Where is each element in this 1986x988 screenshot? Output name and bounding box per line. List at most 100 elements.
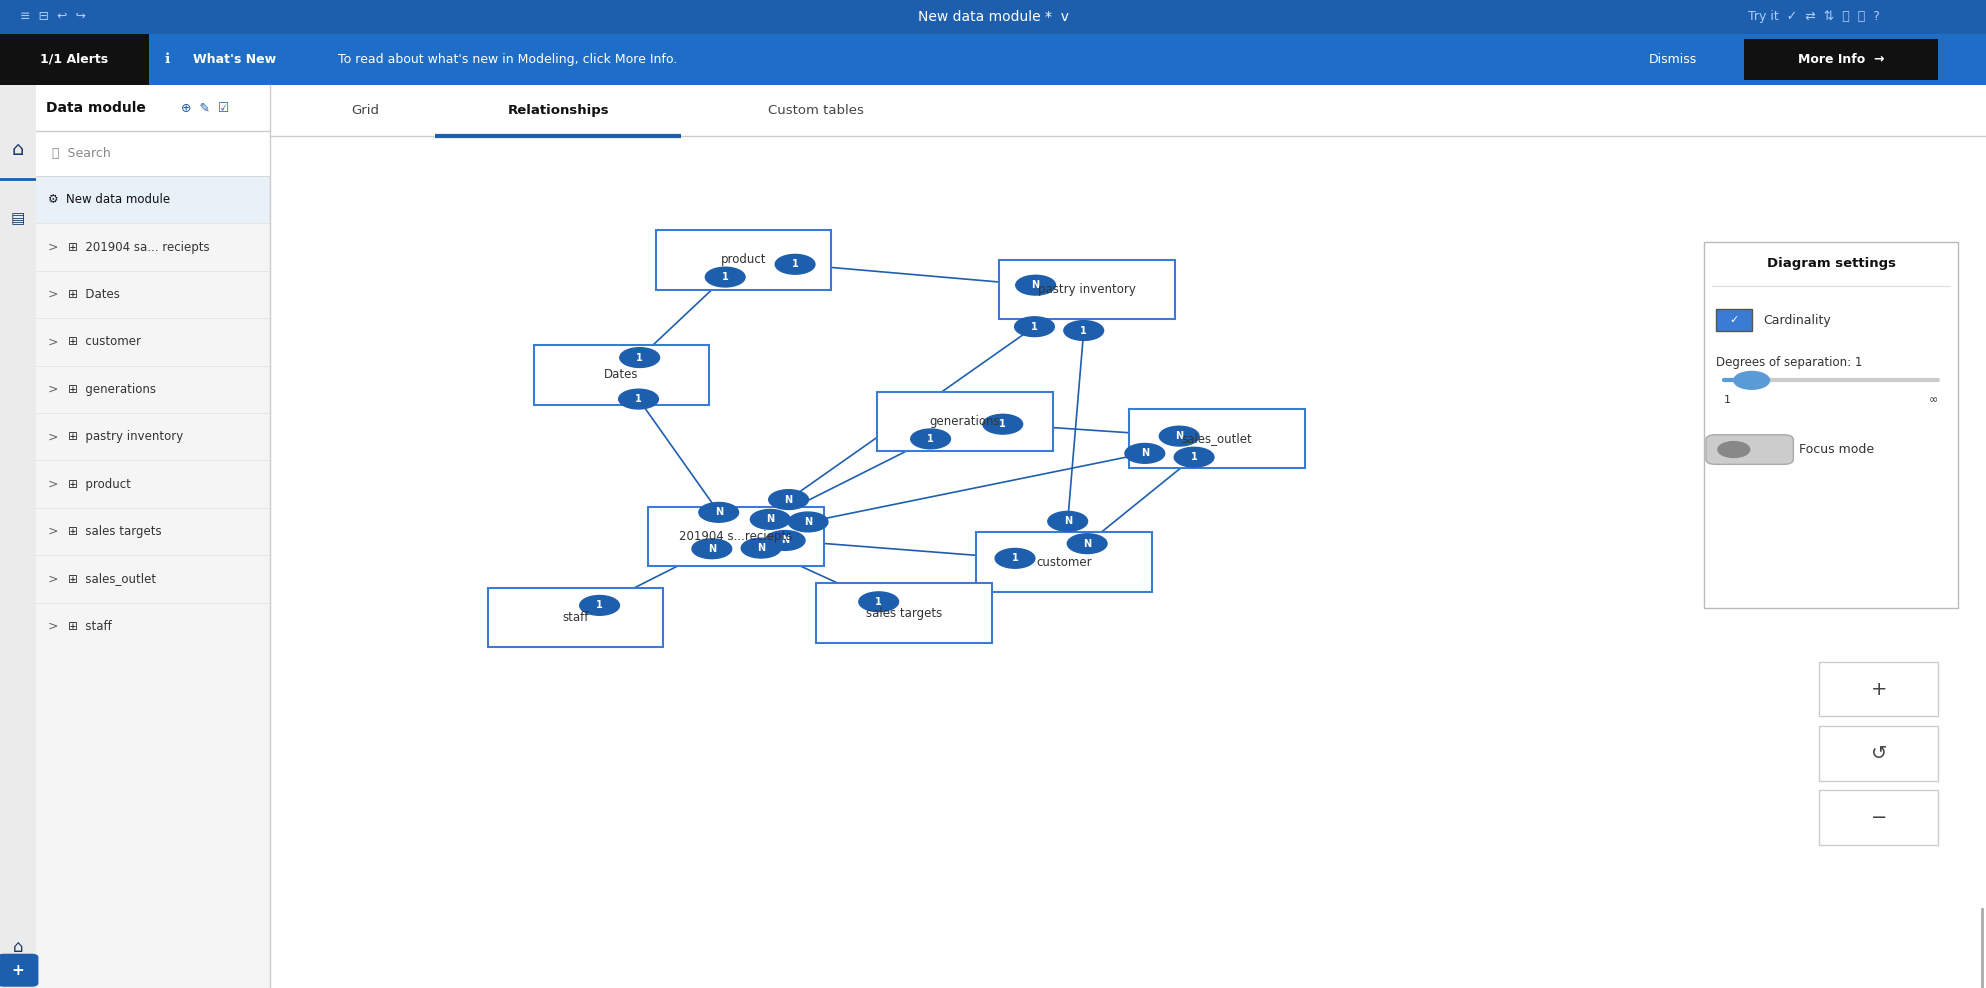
Text: N: N [780, 535, 788, 545]
Text: ⊕  ✎  ☑: ⊕ ✎ ☑ [181, 102, 228, 115]
Text: product: product [721, 253, 767, 267]
Circle shape [1174, 448, 1213, 467]
Circle shape [983, 414, 1023, 434]
Text: ⌂: ⌂ [12, 938, 24, 955]
Text: What's New: What's New [193, 52, 276, 66]
FancyBboxPatch shape [0, 0, 1986, 34]
FancyBboxPatch shape [149, 34, 1986, 85]
FancyBboxPatch shape [0, 929, 36, 988]
Text: −: − [1871, 808, 1887, 827]
FancyBboxPatch shape [0, 85, 36, 988]
Circle shape [691, 538, 731, 558]
FancyBboxPatch shape [270, 85, 1986, 136]
Circle shape [751, 510, 790, 530]
Circle shape [1015, 276, 1055, 295]
Text: N: N [1031, 281, 1041, 290]
Text: +: + [12, 962, 24, 978]
Circle shape [912, 429, 951, 449]
Text: 201904 s...reciepts: 201904 s...reciepts [679, 531, 792, 543]
Text: 1: 1 [721, 272, 729, 283]
Text: staff: staff [562, 611, 588, 624]
Circle shape [775, 255, 814, 275]
Text: N: N [1176, 431, 1184, 441]
Text: ⊞  sales_outlet: ⊞ sales_outlet [68, 572, 155, 586]
Circle shape [995, 548, 1035, 568]
Text: 1: 1 [999, 419, 1007, 429]
Text: ▤: ▤ [10, 210, 26, 226]
Text: 1: 1 [1011, 553, 1019, 563]
Text: 1: 1 [636, 394, 641, 404]
Text: ⊞  product: ⊞ product [68, 477, 131, 491]
Text: To read about what's new in Modeling, click More Info.: To read about what's new in Modeling, cl… [338, 52, 677, 66]
Text: ↺: ↺ [1871, 744, 1887, 763]
Text: >: > [48, 240, 58, 254]
Text: Dismiss: Dismiss [1648, 52, 1696, 66]
Text: ℹ: ℹ [165, 52, 171, 66]
Circle shape [580, 596, 620, 616]
Text: More Info  →: More Info → [1797, 52, 1885, 66]
Text: 🔍  Search: 🔍 Search [52, 147, 111, 160]
Text: N: N [1064, 517, 1072, 527]
Text: 1: 1 [636, 353, 643, 363]
Text: Try it  ✓  ⇄  ⇅  🔔  👤  ?: Try it ✓ ⇄ ⇅ 🔔 👤 ? [1748, 10, 1879, 24]
FancyBboxPatch shape [270, 85, 1986, 988]
Text: ⊞  sales targets: ⊞ sales targets [68, 525, 161, 538]
Text: N: N [715, 508, 723, 518]
Text: pastry inventory: pastry inventory [1039, 284, 1136, 296]
FancyBboxPatch shape [1716, 309, 1752, 331]
Text: sales_outlet: sales_outlet [1182, 432, 1253, 446]
Text: Degrees of separation: 1: Degrees of separation: 1 [1716, 356, 1863, 370]
Text: 1: 1 [596, 601, 604, 611]
Circle shape [769, 490, 808, 510]
FancyBboxPatch shape [999, 260, 1176, 319]
FancyBboxPatch shape [1819, 726, 1938, 781]
Text: ⊞  Dates: ⊞ Dates [68, 288, 119, 301]
FancyBboxPatch shape [878, 392, 1053, 452]
Text: >: > [48, 619, 58, 633]
Circle shape [620, 348, 659, 368]
FancyBboxPatch shape [0, 954, 38, 986]
Text: 1: 1 [1192, 453, 1198, 462]
Text: ⊞  staff: ⊞ staff [68, 619, 111, 633]
Text: N: N [767, 515, 775, 525]
Text: 1: 1 [876, 597, 882, 607]
Circle shape [1124, 444, 1164, 463]
Circle shape [1066, 534, 1106, 553]
FancyBboxPatch shape [36, 85, 270, 131]
Text: >: > [48, 288, 58, 301]
Text: 1: 1 [1724, 395, 1732, 405]
Circle shape [705, 267, 745, 287]
Text: ⊞  pastry inventory: ⊞ pastry inventory [68, 430, 183, 444]
Text: >: > [48, 477, 58, 491]
Circle shape [788, 512, 828, 532]
Text: N: N [1082, 538, 1090, 548]
Text: >: > [48, 430, 58, 444]
Text: ⌂: ⌂ [12, 139, 24, 159]
Text: sales targets: sales targets [866, 607, 941, 619]
Text: ≡  ⊟  ↩  ↪: ≡ ⊟ ↩ ↪ [20, 10, 85, 24]
FancyBboxPatch shape [1704, 242, 1958, 608]
Text: >: > [48, 335, 58, 349]
Text: New data module *  v: New data module * v [918, 10, 1068, 24]
Text: ⊞  generations: ⊞ generations [68, 382, 155, 396]
Text: Focus mode: Focus mode [1799, 443, 1875, 456]
Circle shape [1160, 426, 1200, 446]
FancyBboxPatch shape [647, 507, 824, 566]
Text: >: > [48, 572, 58, 586]
Text: customer: customer [1037, 555, 1092, 569]
FancyBboxPatch shape [655, 230, 832, 289]
Circle shape [1015, 317, 1055, 337]
FancyBboxPatch shape [1819, 662, 1938, 716]
Text: N: N [804, 517, 812, 527]
FancyBboxPatch shape [816, 584, 991, 643]
Text: 1: 1 [792, 259, 798, 270]
Text: N: N [1140, 449, 1148, 458]
Text: +: + [1871, 680, 1887, 699]
FancyBboxPatch shape [36, 176, 270, 223]
FancyBboxPatch shape [1130, 409, 1305, 468]
FancyBboxPatch shape [534, 345, 709, 405]
Circle shape [1734, 371, 1770, 389]
FancyBboxPatch shape [1706, 435, 1793, 464]
Text: Relationships: Relationships [506, 104, 610, 118]
Text: 1: 1 [1031, 322, 1039, 332]
